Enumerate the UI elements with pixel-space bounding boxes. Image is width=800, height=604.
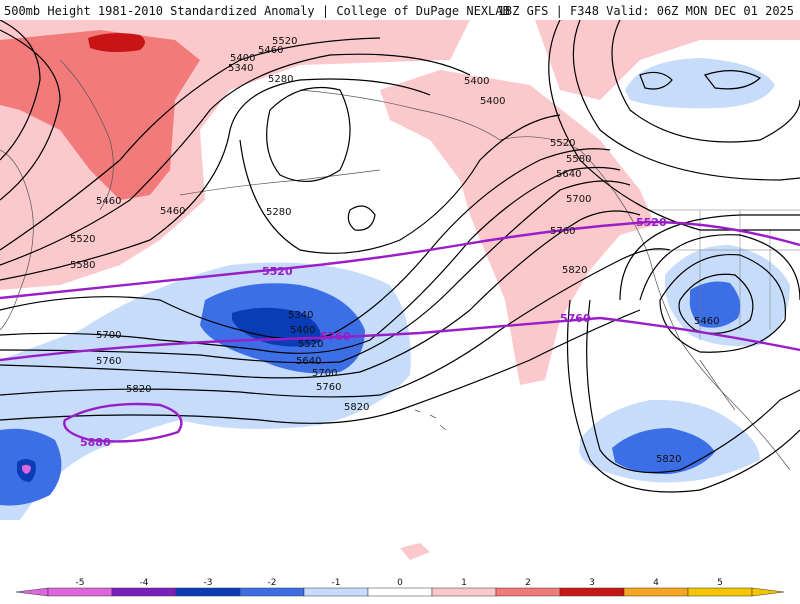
- contour-label: 5640: [556, 169, 581, 180]
- map-title: 500mb Height 1981-2010 Standardized Anom…: [4, 4, 510, 18]
- colorbar-tick: 0: [397, 578, 403, 588]
- colorbar-segment: [176, 588, 240, 596]
- colorbar-segment: [496, 588, 560, 596]
- colorbar-tick: -1: [332, 578, 341, 588]
- colorbar-segment: [304, 588, 368, 596]
- contour-label: 5760: [550, 226, 575, 237]
- colorbar-segment: [624, 588, 688, 596]
- key-label-5520: 5520: [262, 265, 293, 278]
- contour-label: 5520: [70, 234, 95, 245]
- anomaly-map: 5520 5460 5400 5340 5280 5400 5400 5460 …: [0, 20, 800, 576]
- colorbar-segments: [16, 588, 784, 596]
- colorbar: -5 -4 -3 -2 -1 0 1 2 3 4 5: [0, 576, 800, 600]
- key-label-5520: 5520: [636, 216, 667, 229]
- colorbar-segment: [432, 588, 496, 596]
- anomaly-shading: [0, 20, 800, 560]
- colorbar-segment: [560, 588, 624, 596]
- run-info: 18Z GFS | F348 Valid: 06Z MON DEC 01 202…: [498, 4, 794, 18]
- contour-label: 5280: [268, 74, 293, 85]
- colorbar-tick: 2: [525, 578, 531, 588]
- contour-label: 5700: [96, 330, 121, 341]
- colorbar-segment: [112, 588, 176, 596]
- contour-line: [348, 206, 375, 230]
- anomaly-pos3: [88, 33, 145, 52]
- contour-line: [267, 88, 350, 182]
- contour-label: 5460: [160, 206, 185, 217]
- key-label-5760: 5760: [560, 312, 591, 325]
- contour-label: 5280: [266, 207, 291, 218]
- contour-label: 5700: [566, 194, 591, 205]
- key-label-5760: 5760: [320, 330, 351, 343]
- key-label-5880: 5880: [80, 436, 111, 449]
- contour-label: 5820: [344, 402, 369, 413]
- map-canvas: 5520 5460 5400 5340 5280 5400 5400 5460 …: [0, 20, 800, 576]
- colorbar-tick: 3: [589, 578, 595, 588]
- colorbar-segment: [48, 588, 112, 596]
- contour-label: 5520: [550, 138, 575, 149]
- contour-label: 5400: [480, 96, 505, 107]
- contour-label: 5700: [312, 368, 337, 379]
- colorbar-ticks: -5 -4 -3 -2 -1 0 1 2 3 4 5: [76, 578, 723, 588]
- colorbar-arrow-left: [16, 588, 48, 596]
- contour-label: 5580: [70, 260, 95, 271]
- contour-label: 5460: [694, 316, 719, 327]
- contour-label: 5340: [228, 63, 253, 74]
- contour-label: 5760: [96, 356, 121, 367]
- contour-label: 5640: [296, 356, 321, 367]
- header-bar: 500mb Height 1981-2010 Standardized Anom…: [0, 0, 800, 20]
- colorbar-tick: -4: [140, 578, 149, 588]
- contour-label: 5460: [258, 45, 283, 56]
- anomaly-pos1-gulf: [380, 70, 655, 385]
- colorbar-segment: [688, 588, 752, 596]
- colorbar-segment: [240, 588, 304, 596]
- coast-hawaii: [415, 410, 446, 430]
- colorbar-tick: 1: [461, 578, 467, 588]
- colorbar-tick: -5: [76, 578, 85, 588]
- contour-label: 5820: [126, 384, 151, 395]
- contour-label: 5820: [562, 265, 587, 276]
- contour-label: 5400: [464, 76, 489, 87]
- colorbar-canvas: -5 -4 -3 -2 -1 0 1 2 3 4 5: [0, 576, 800, 600]
- colorbar-arrow-right: [752, 588, 784, 596]
- colorbar-tick: 4: [653, 578, 659, 588]
- colorbar-segment: [368, 588, 432, 596]
- anomaly-pos1-small: [400, 543, 430, 560]
- colorbar-tick: -3: [204, 578, 213, 588]
- coast-baja: [700, 360, 735, 410]
- contour-label: 5760: [316, 382, 341, 393]
- colorbar-tick: 5: [717, 578, 723, 588]
- contour-label: 5820: [656, 454, 681, 465]
- contour-label: 5580: [566, 154, 591, 165]
- colorbar-tick: -2: [268, 578, 277, 588]
- contour-label: 5400: [290, 325, 315, 336]
- contour-label: 5340: [288, 310, 313, 321]
- contour-label: 5460: [96, 196, 121, 207]
- coast-aleutians: [180, 170, 380, 195]
